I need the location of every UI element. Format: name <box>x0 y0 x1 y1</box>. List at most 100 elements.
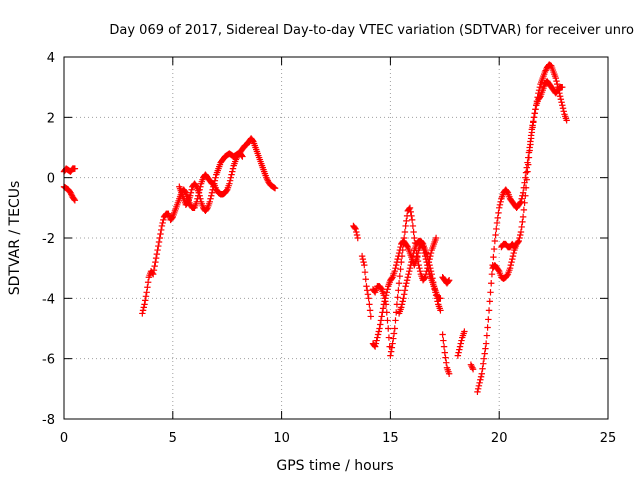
data-point <box>382 298 389 305</box>
data-point <box>400 291 408 298</box>
data-point <box>209 186 216 193</box>
data-point <box>408 258 415 266</box>
data-point <box>445 278 452 285</box>
data-point <box>210 183 217 190</box>
data-point <box>497 198 504 205</box>
data-point <box>559 83 566 91</box>
data-point <box>560 108 567 115</box>
data-point <box>402 283 409 290</box>
data-point <box>486 298 493 305</box>
data-point <box>440 343 448 350</box>
grid-lines <box>64 57 608 419</box>
data-point <box>352 225 359 233</box>
data-point <box>398 304 405 311</box>
data-point <box>408 212 415 220</box>
data-point <box>398 252 406 260</box>
data-point <box>207 195 214 202</box>
data-point <box>523 164 530 171</box>
data-point <box>404 274 412 281</box>
data-point <box>510 242 517 250</box>
data-point <box>152 258 159 266</box>
data-point <box>154 246 161 254</box>
data-point <box>144 284 151 291</box>
data-point <box>227 174 235 181</box>
data-point <box>351 224 359 232</box>
data-point <box>229 168 236 175</box>
x-axis-label: GPS time / hours <box>276 458 393 474</box>
data-point <box>399 246 406 254</box>
data-point <box>476 379 483 386</box>
x-tick-label: 15 <box>382 431 399 446</box>
data-point <box>530 114 538 121</box>
data-point <box>507 261 515 269</box>
data-point <box>398 301 406 308</box>
data-point <box>409 222 417 230</box>
data-point <box>263 174 270 181</box>
data-point <box>229 165 237 172</box>
data-point <box>226 177 234 184</box>
data-point <box>529 124 536 131</box>
data-point <box>400 234 408 242</box>
data-point <box>559 102 566 109</box>
data-point <box>536 83 544 91</box>
data-point <box>385 334 393 341</box>
x-tick-label: 25 <box>600 431 617 446</box>
data-point <box>140 304 147 311</box>
data-point <box>396 273 404 280</box>
data-point <box>150 266 158 274</box>
data-point <box>522 184 530 191</box>
data-point <box>526 147 533 154</box>
y-axis-label: SDTVAR / TECUs <box>7 181 23 296</box>
data-point <box>416 264 423 272</box>
x-tick-label: 10 <box>273 431 290 446</box>
data-point <box>400 240 407 248</box>
data-point <box>403 280 410 287</box>
data-point <box>469 364 476 371</box>
data-point <box>156 234 163 242</box>
data-point <box>487 289 494 296</box>
data-point <box>517 231 524 239</box>
data-point <box>510 249 517 257</box>
data-point <box>523 176 530 183</box>
data-point <box>400 295 407 302</box>
data-point <box>515 237 522 245</box>
data-point <box>461 328 468 335</box>
y-tick-label: 2 <box>47 111 55 126</box>
data-point <box>429 275 436 282</box>
data-point <box>364 291 372 298</box>
data-point <box>491 237 499 245</box>
data-point <box>380 292 388 299</box>
data-point <box>239 153 246 160</box>
data-point <box>238 152 245 159</box>
data-point <box>192 182 200 189</box>
data-point <box>433 295 441 302</box>
data-point <box>496 201 504 209</box>
data-point <box>467 361 475 368</box>
data-point <box>495 266 502 274</box>
data-point <box>508 258 515 266</box>
data-point <box>527 135 535 142</box>
data-point <box>362 276 369 283</box>
data-point <box>434 298 441 305</box>
data-point <box>406 204 414 212</box>
data-point <box>71 165 79 172</box>
data-point <box>363 287 371 294</box>
data-point <box>485 307 493 314</box>
data-point <box>490 245 498 253</box>
y-tick-label: 4 <box>47 51 55 66</box>
data-point <box>160 216 167 224</box>
data-point <box>477 376 484 383</box>
data-point <box>542 67 549 74</box>
data-point <box>366 301 373 308</box>
data-point <box>424 252 431 260</box>
data-point <box>493 225 500 233</box>
x-tick-label: 0 <box>60 431 68 446</box>
data-point <box>440 337 447 344</box>
data-point <box>395 280 403 287</box>
data-point <box>563 117 570 124</box>
data-point <box>228 171 235 178</box>
data-point <box>426 261 433 269</box>
data-point <box>422 271 430 278</box>
data-point <box>427 264 434 272</box>
data-point <box>427 249 435 257</box>
